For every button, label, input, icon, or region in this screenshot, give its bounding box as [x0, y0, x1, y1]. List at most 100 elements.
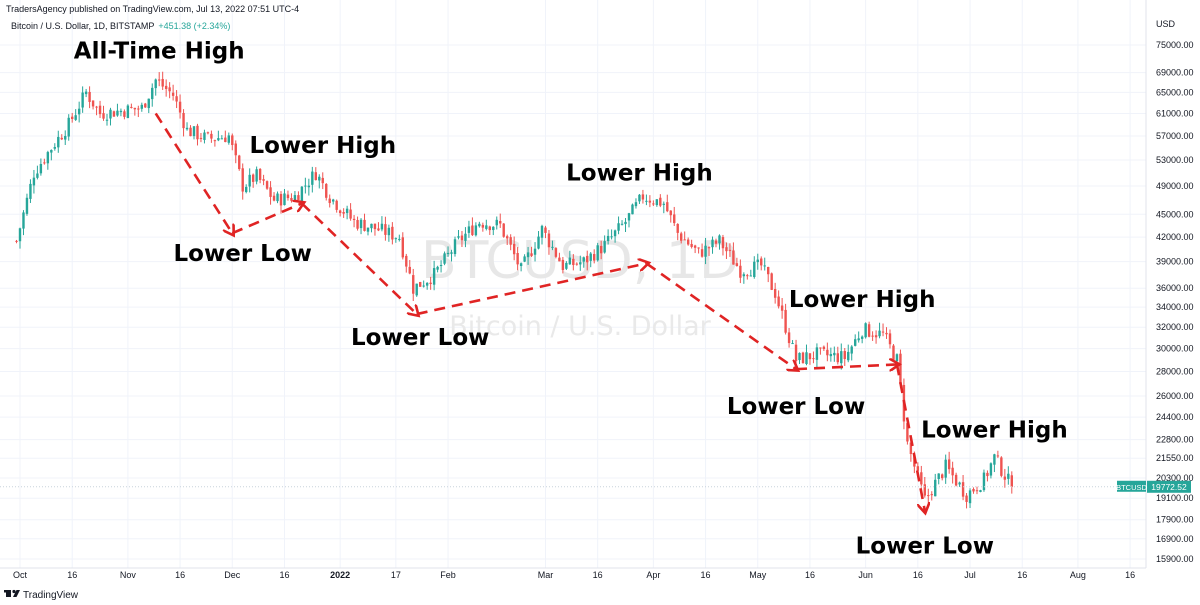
- candle: [161, 71, 164, 91]
- candle: [968, 488, 972, 508]
- candle: [366, 227, 370, 236]
- symbol-badge-label: BTCUSD: [1116, 483, 1147, 492]
- tradingview-logo-icon: [4, 589, 20, 597]
- candle: [391, 222, 394, 245]
- candle: [171, 84, 175, 101]
- candle: [408, 260, 411, 275]
- candle: [770, 272, 773, 291]
- candle: [130, 103, 133, 109]
- candle: [620, 220, 624, 226]
- candle: [84, 88, 88, 98]
- candle: [178, 94, 182, 119]
- candle: [920, 465, 923, 488]
- last-price-value: 19772.52: [1151, 482, 1187, 492]
- price-tick-label: 24400.00: [1156, 412, 1194, 422]
- price-tick-label: 19100.00: [1156, 493, 1194, 503]
- candle: [631, 203, 634, 215]
- candle: [467, 220, 471, 238]
- time-axis[interactable]: Oct 16 Nov 16 Dec 16 2022 17 Feb Mar 16 Apr 16 May 16 J…: [13, 570, 1135, 580]
- candle: [182, 109, 185, 137]
- candle: [231, 133, 234, 151]
- watermark-name: Bitcoin / U.S. Dollar: [449, 311, 711, 342]
- candle: [874, 330, 878, 344]
- candle: [930, 491, 933, 501]
- annotation-low: Lower Low: [351, 325, 489, 351]
- candle: [927, 488, 930, 503]
- time-tick-label: Aug: [1070, 570, 1086, 580]
- candle: [133, 107, 137, 116]
- candle: [164, 79, 168, 97]
- candle: [272, 192, 276, 202]
- candle: [533, 242, 537, 262]
- candle: [370, 223, 373, 233]
- annotation-high: Lower High: [789, 287, 936, 313]
- time-tick-label: Oct: [13, 570, 28, 580]
- candle: [307, 178, 311, 196]
- candle: [648, 195, 652, 208]
- candle: [965, 493, 968, 509]
- candle: [43, 158, 46, 165]
- candle: [509, 234, 512, 251]
- candle: [502, 223, 505, 238]
- price-tick-label: 57000.00: [1156, 131, 1194, 141]
- price-axis[interactable]: 75000.00 69000.00 65000.00 61000.00 57000.00…: [1156, 40, 1194, 564]
- trend-lines: [154, 112, 925, 510]
- candle: [488, 225, 491, 235]
- candle: [753, 256, 756, 279]
- candle: [516, 247, 519, 271]
- candle: [954, 472, 958, 487]
- candle: [725, 242, 728, 259]
- time-tick-label: Apr: [646, 570, 660, 580]
- candle: [335, 199, 338, 213]
- candle: [140, 102, 143, 112]
- candle: [220, 135, 224, 140]
- candle: [276, 191, 279, 204]
- candle: [349, 203, 352, 221]
- candle: [137, 105, 140, 118]
- candle: [537, 231, 540, 250]
- candle: [599, 240, 603, 260]
- candle: [815, 343, 819, 368]
- candle: [840, 343, 843, 370]
- candle: [255, 166, 258, 185]
- candle: [812, 351, 815, 364]
- candle: [126, 104, 130, 119]
- candle: [262, 174, 265, 186]
- price-tick-label: 39000.00: [1156, 257, 1194, 267]
- candle: [412, 268, 415, 301]
- candle: [422, 280, 425, 288]
- candle: [565, 261, 568, 271]
- last-price-marker: BTCUSD 19772.52: [0, 480, 1191, 493]
- candle: [227, 132, 230, 145]
- candle: [248, 168, 251, 193]
- symbol-line: Bitcoin / U.S. Dollar, 1D, BITSTAMP +451.…: [11, 21, 230, 31]
- price-tick-label: 49000.00: [1156, 181, 1194, 191]
- candle: [975, 486, 979, 495]
- candle: [645, 194, 648, 206]
- candle: [102, 105, 105, 121]
- candle: [923, 477, 926, 498]
- candle: [892, 344, 895, 361]
- time-tick-label: Jun: [858, 570, 873, 580]
- trend-segment: [895, 364, 925, 510]
- candle: [429, 276, 432, 290]
- annotations: All-Time High Lower Low Lower High Lower Lo…: [74, 39, 1068, 560]
- candle: [941, 473, 944, 481]
- candle: [57, 130, 60, 153]
- candle: [29, 179, 32, 203]
- candle: [627, 212, 631, 228]
- candle: [269, 181, 272, 205]
- candle: [206, 131, 210, 135]
- candle: [443, 251, 446, 266]
- candle: [742, 272, 746, 284]
- candle: [666, 194, 669, 213]
- candle: [878, 322, 881, 339]
- candle: [586, 250, 589, 271]
- candle: [579, 255, 582, 271]
- candle: [304, 177, 307, 194]
- candle: [732, 242, 735, 265]
- tradingview-logo[interactable]: TradingView: [4, 589, 79, 601]
- candle: [603, 235, 606, 254]
- candle: [77, 101, 81, 123]
